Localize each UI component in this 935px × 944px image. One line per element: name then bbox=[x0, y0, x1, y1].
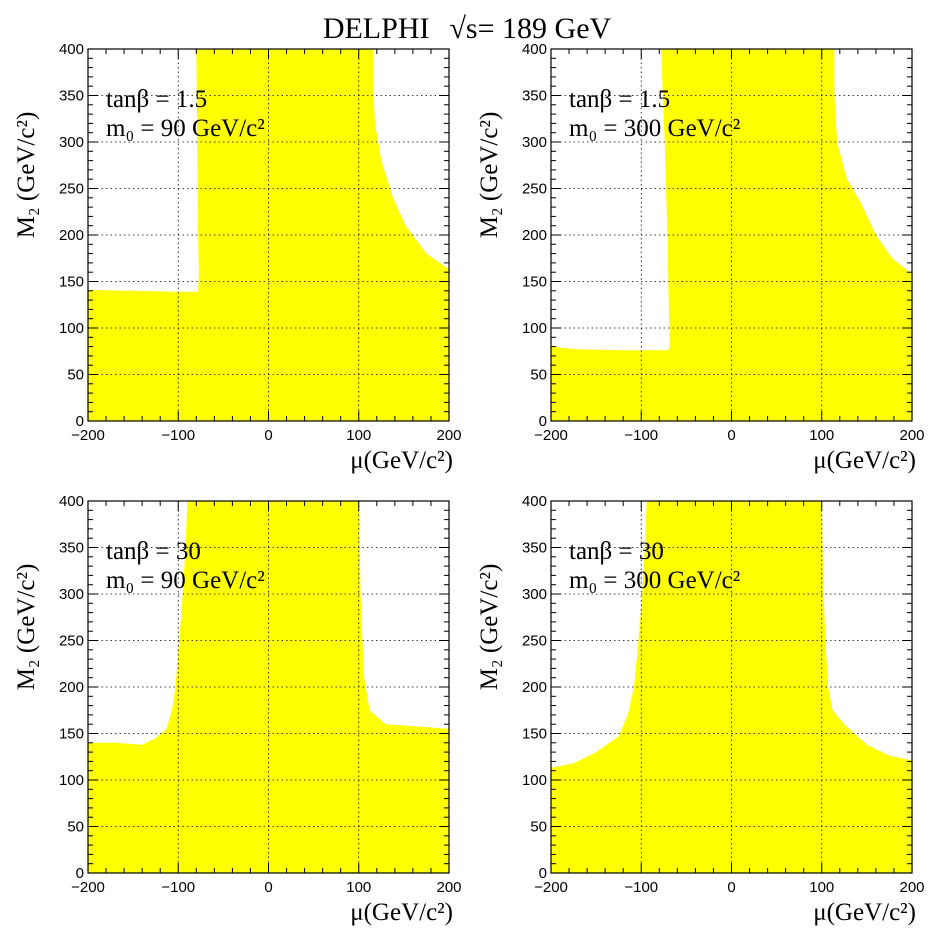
y-tick-label: 0 bbox=[539, 413, 547, 430]
y-tick-label: 200 bbox=[59, 227, 84, 244]
annotation-m0: m₀ = 300 GeV/c² bbox=[569, 115, 740, 142]
y-axis-label: M₂ (GeV/c²) bbox=[476, 112, 503, 239]
y-tick-label: 250 bbox=[59, 181, 84, 198]
y-tick-label: 300 bbox=[59, 586, 84, 603]
y-tick-label: 50 bbox=[67, 367, 84, 384]
x-tick-label: −100 bbox=[161, 427, 195, 444]
y-tick-label: 400 bbox=[522, 41, 547, 58]
x-tick-label: −200 bbox=[534, 879, 568, 896]
x-tick-label: 200 bbox=[899, 879, 924, 896]
y-tick-label: 100 bbox=[522, 772, 547, 789]
y-tick-label: 100 bbox=[522, 320, 547, 337]
x-tick-label: 100 bbox=[346, 427, 371, 444]
y-tick-label: 400 bbox=[59, 493, 84, 510]
y-tick-label: 50 bbox=[530, 367, 547, 384]
y-tick-label: 250 bbox=[522, 181, 547, 198]
y-axis-label: M₂ (GeV/c²) bbox=[13, 112, 40, 239]
y-tick-label: 150 bbox=[59, 274, 84, 291]
y-tick-label: 100 bbox=[59, 772, 84, 789]
panel-bottom-left: −200 −100 0 100 200 0 50 100 150 200 250 300 350 400 μ… bbox=[13, 493, 462, 926]
x-tick-label: −200 bbox=[71, 427, 105, 444]
y-tick-label: 0 bbox=[76, 413, 84, 430]
x-tick-label: 100 bbox=[809, 427, 834, 444]
x-tick-label: 200 bbox=[899, 427, 924, 444]
x-tick-label: 0 bbox=[264, 427, 272, 444]
panel-top-left: −200 −100 0 100 200 0 50 100 150 200 250 300 350 400 μ… bbox=[13, 41, 462, 474]
y-axis-label: M₂ (GeV/c²) bbox=[13, 564, 40, 691]
y-tick-label: 350 bbox=[522, 540, 547, 557]
annotation-tanb: tanβ = 30 bbox=[569, 538, 664, 565]
y-tick-label: 200 bbox=[522, 227, 547, 244]
x-tick-label: 0 bbox=[727, 427, 735, 444]
y-tick-label: 250 bbox=[522, 633, 547, 650]
y-tick-label: 0 bbox=[76, 865, 84, 882]
y-tick-label: 400 bbox=[522, 493, 547, 510]
y-tick-label: 200 bbox=[522, 679, 547, 696]
y-tick-label: 350 bbox=[59, 88, 84, 105]
panel-top-right: −200 −100 0 100 200 0 50 100 150 200 250 300 350 400 μ… bbox=[476, 41, 925, 474]
x-tick-label: 100 bbox=[809, 879, 834, 896]
y-axis-label: M₂ (GeV/c²) bbox=[476, 564, 503, 691]
x-tick-label: 200 bbox=[436, 879, 461, 896]
x-tick-label: 0 bbox=[727, 879, 735, 896]
panel-bottom-right: −200 −100 0 100 200 0 50 100 150 200 250 300 350 400 μ… bbox=[476, 493, 925, 926]
y-tick-label: 50 bbox=[67, 819, 84, 836]
y-tick-label: 200 bbox=[59, 679, 84, 696]
x-tick-label: −100 bbox=[624, 879, 658, 896]
y-tick-label: 250 bbox=[59, 633, 84, 650]
x-tick-label: 100 bbox=[346, 879, 371, 896]
y-tick-label: 100 bbox=[59, 320, 84, 337]
title-energy-symbol: √s bbox=[449, 12, 477, 45]
x-axis-label: μ(GeV/c²) bbox=[813, 899, 916, 926]
title-energy-value: = 189 GeV bbox=[478, 12, 612, 45]
y-tick-label: 350 bbox=[522, 88, 547, 105]
y-tick-label: 300 bbox=[59, 134, 84, 151]
title-experiment: DELPHI bbox=[323, 12, 430, 45]
x-tick-label: −200 bbox=[534, 427, 568, 444]
annotation-tanb: tanβ = 1.5 bbox=[569, 86, 670, 113]
annotation-m0: m₀ = 300 GeV/c² bbox=[569, 567, 740, 594]
y-tick-label: 150 bbox=[522, 726, 547, 743]
annotation-tanb: tanβ = 1.5 bbox=[106, 86, 207, 113]
y-tick-label: 300 bbox=[522, 586, 547, 603]
y-tick-label: 150 bbox=[59, 726, 84, 743]
x-tick-label: −100 bbox=[624, 427, 658, 444]
y-tick-label: 400 bbox=[59, 41, 84, 58]
y-tick-label: 300 bbox=[522, 134, 547, 151]
x-tick-label: 0 bbox=[264, 879, 272, 896]
y-tick-label: 150 bbox=[522, 274, 547, 291]
y-tick-label: 50 bbox=[530, 819, 547, 836]
x-tick-label: −100 bbox=[161, 879, 195, 896]
x-axis-label: μ(GeV/c²) bbox=[350, 899, 453, 926]
x-axis-label: μ(GeV/c²) bbox=[350, 447, 453, 474]
annotation-m0: m₀ = 90 GeV/c² bbox=[106, 567, 265, 594]
figure-title: DELPHI √s= 189 GeV bbox=[323, 12, 612, 45]
annotation-tanb: tanβ = 30 bbox=[106, 538, 201, 565]
x-axis-label: μ(GeV/c²) bbox=[813, 447, 916, 474]
panels: −200 −100 0 100 200 0 50 100 150 200 250 300 350 400 μ… bbox=[13, 41, 925, 926]
x-tick-label: 200 bbox=[436, 427, 461, 444]
annotation-m0: m₀ = 90 GeV/c² bbox=[106, 115, 265, 142]
x-tick-label: −200 bbox=[71, 879, 105, 896]
y-tick-label: 350 bbox=[59, 540, 84, 557]
y-tick-label: 0 bbox=[539, 865, 547, 882]
